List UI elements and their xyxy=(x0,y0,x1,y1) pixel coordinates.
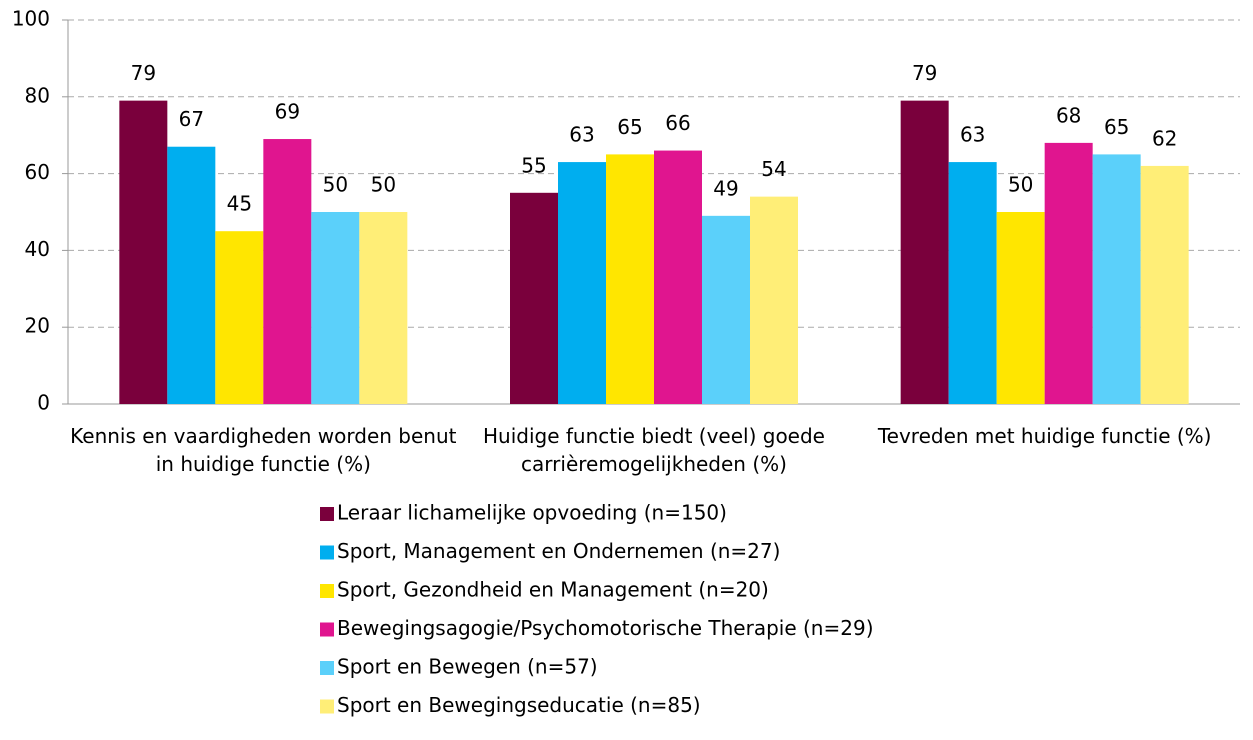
data-label: 63 xyxy=(569,123,594,147)
legend-label: Sport en Bewegen (n=57) xyxy=(337,655,598,679)
x-tick-label: Huidige functie biedt (veel) goede carri… xyxy=(483,424,825,476)
data-label: 62 xyxy=(1152,126,1177,150)
legend-swatch xyxy=(320,545,334,560)
legend-label: Leraar lichamelijke opvoeding (n=150) xyxy=(337,501,727,525)
data-label: 65 xyxy=(1104,115,1129,139)
data-label: 65 xyxy=(617,115,642,139)
data-label: 69 xyxy=(275,100,300,124)
data-label: 50 xyxy=(323,173,348,197)
legend-swatch xyxy=(320,699,334,714)
data-label: 49 xyxy=(713,176,738,200)
bar xyxy=(900,100,949,404)
data-label: 45 xyxy=(227,192,252,216)
legend-swatch xyxy=(320,507,334,521)
data-label: 67 xyxy=(179,107,204,131)
bar xyxy=(606,154,654,404)
bar xyxy=(948,162,997,404)
bar xyxy=(996,212,1045,404)
legend-swatch xyxy=(320,622,334,637)
bar xyxy=(263,139,312,405)
data-label: 63 xyxy=(960,123,985,147)
bar xyxy=(1092,154,1141,404)
data-label: 66 xyxy=(665,111,690,135)
x-tick-label: Kennis en vaardigheden worden benut in h… xyxy=(70,424,457,476)
data-label: 54 xyxy=(761,157,786,181)
bar xyxy=(702,215,750,404)
bar xyxy=(359,212,408,404)
bar xyxy=(654,150,702,404)
bar xyxy=(311,212,360,404)
bar xyxy=(558,162,606,404)
legend-swatch xyxy=(320,661,334,675)
y-tick-label: 40 xyxy=(25,237,50,261)
data-label: 79 xyxy=(131,61,156,85)
bar xyxy=(215,231,264,404)
y-tick-label: 20 xyxy=(25,314,50,338)
bar xyxy=(1044,142,1093,404)
data-label: 55 xyxy=(521,153,546,177)
legend-label: Sport en Bewegingseducatie (n=85) xyxy=(337,693,701,717)
bar xyxy=(1140,165,1189,404)
legend-label: Bewegingsagogie/Psychomotorische Therapi… xyxy=(337,616,874,640)
data-label: 50 xyxy=(371,173,396,197)
x-tick-label: Tevreden met huidige functie (%) xyxy=(877,424,1212,448)
legend-label: Sport, Gezondheid en Management (n=20) xyxy=(337,578,769,602)
data-label: 68 xyxy=(1056,103,1081,127)
bar xyxy=(167,146,216,404)
data-label: 79 xyxy=(912,61,937,85)
bar xyxy=(510,192,558,404)
data-label: 50 xyxy=(1008,173,1033,197)
y-tick-label: 60 xyxy=(25,160,50,184)
bar xyxy=(119,100,168,404)
y-tick-label: 80 xyxy=(25,83,50,107)
legend-swatch xyxy=(320,584,334,598)
legend-label: Sport, Management en Ondernemen (n=27) xyxy=(337,539,780,563)
y-tick-label: 100 xyxy=(12,7,50,31)
bar xyxy=(750,196,798,404)
y-tick-label: 0 xyxy=(37,391,50,415)
